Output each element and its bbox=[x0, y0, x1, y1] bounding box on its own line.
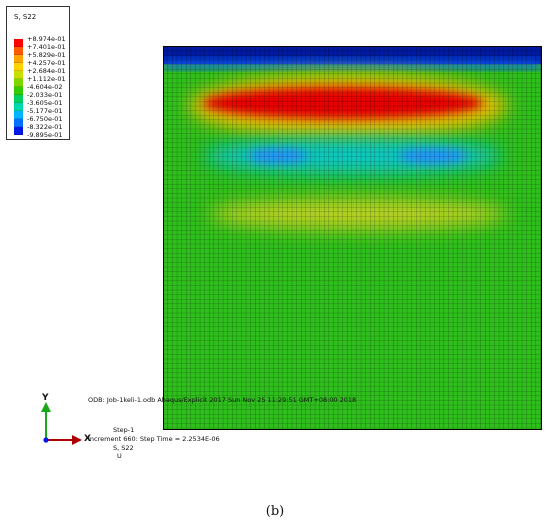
legend-value: -3.605e-01 bbox=[27, 99, 63, 107]
legend-value: +2.684e-01 bbox=[27, 67, 66, 75]
increment-info: Increment 660: Step Time = 2.2534E-06 bbox=[88, 435, 220, 443]
legend-value: -8.322e-01 bbox=[27, 123, 63, 131]
legend-value: +7.401e-01 bbox=[27, 43, 66, 51]
legend-value: +5.829e-01 bbox=[27, 51, 66, 59]
legend-swatch bbox=[14, 47, 23, 55]
z-axis-dot bbox=[43, 437, 49, 443]
step-label: Step-1 bbox=[113, 426, 135, 434]
legend-swatch bbox=[14, 63, 23, 71]
figure-caption: (b) bbox=[265, 504, 285, 519]
axis-triad bbox=[41, 402, 82, 445]
legend-value: -2.033e-01 bbox=[27, 91, 63, 99]
x-axis-arrow bbox=[72, 435, 82, 445]
legend-value: -9.895e-01 bbox=[27, 131, 63, 139]
legend-values: +8.974e-01 +7.401e-01 +5.829e-01 +4.257e-01… bbox=[27, 35, 66, 139]
legend-swatch bbox=[14, 127, 23, 135]
y-axis-arrow bbox=[41, 402, 51, 412]
legend-value: -4.604e-02 bbox=[27, 83, 63, 91]
legend-swatch bbox=[14, 111, 23, 119]
legend-value: -6.750e-01 bbox=[27, 115, 63, 123]
legend-value: +8.974e-01 bbox=[27, 35, 66, 43]
y-axis-label: Y bbox=[42, 393, 49, 403]
legend-value: +1.112e-01 bbox=[27, 75, 66, 83]
legend-swatch bbox=[14, 87, 23, 95]
legend-swatch bbox=[14, 95, 23, 103]
legend-swatch bbox=[14, 79, 23, 87]
legend-title: S, S22 bbox=[14, 13, 37, 21]
contour-legend: S, S22 +8.974e-01 +7.401e-01 +5.829e-01 +4.… bbox=[6, 6, 70, 140]
x-axis-label: X bbox=[84, 434, 91, 444]
legend-swatch bbox=[14, 71, 23, 79]
legend-value: -5.177e-01 bbox=[27, 107, 63, 115]
mesh-border bbox=[163, 46, 542, 430]
legend-swatch bbox=[14, 55, 23, 63]
deformed-variable: U bbox=[117, 452, 122, 460]
contour-plot-viewport[interactable] bbox=[163, 46, 542, 430]
odb-info: ODB: Job-1keli-1.odb Abaqus/Explicit 201… bbox=[88, 396, 357, 404]
mesh-grid bbox=[163, 46, 542, 430]
legend-value: +4.257e-01 bbox=[27, 59, 66, 67]
legend-swatch bbox=[14, 119, 23, 127]
legend-color-bar bbox=[14, 39, 23, 135]
legend-swatch bbox=[14, 103, 23, 111]
legend-swatch bbox=[14, 39, 23, 47]
primary-variable: S, S22 bbox=[113, 444, 134, 452]
